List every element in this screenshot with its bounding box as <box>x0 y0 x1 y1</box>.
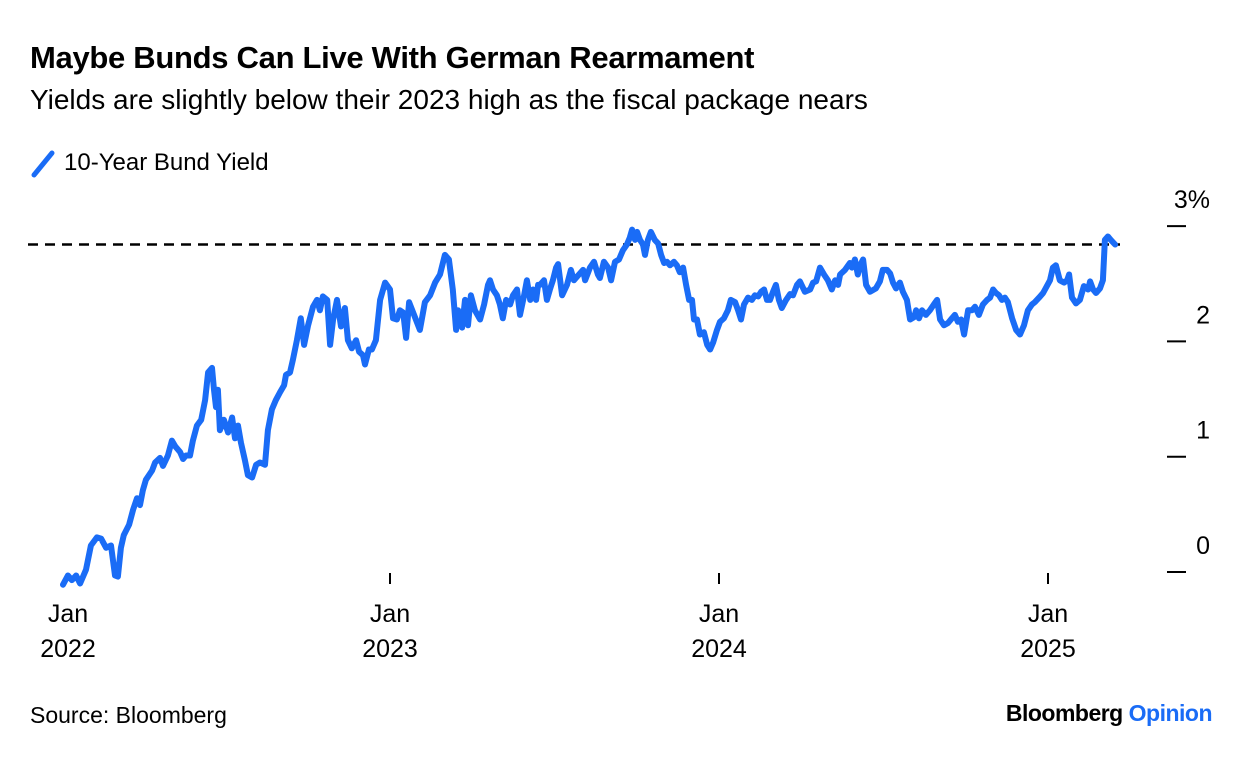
x-tick-label-year: 2025 <box>1020 635 1076 663</box>
y-axis: 3% 2 1 0 <box>1167 186 1210 573</box>
y-tick-label: 0 <box>1196 532 1210 560</box>
x-tick-label-year: 2023 <box>362 635 418 663</box>
x-tick-label-year: 2024 <box>691 635 747 663</box>
x-tick-label-year: 2022 <box>40 635 96 663</box>
x-tick-label-month: Jan <box>699 600 739 628</box>
y-tick-label: 3% <box>1174 186 1210 214</box>
y-tick-label: 1 <box>1196 417 1210 445</box>
legend: 10-Year Bund Yield <box>30 148 269 178</box>
bloomberg-opinion-logo: Bloomberg Opinion <box>1005 700 1213 726</box>
x-tick-label-month: Jan <box>48 600 88 628</box>
legend-line-icon <box>31 150 55 178</box>
x-tick-label-month: Jan <box>370 600 410 628</box>
x-tick-label-month: Jan <box>1028 600 1068 628</box>
y-tick-label: 2 <box>1196 301 1210 329</box>
chart-title: Maybe Bunds Can Live With German Rearmam… <box>30 40 755 75</box>
series-line-bund-yield <box>60 226 1119 588</box>
source-note: Source: Bloomberg <box>30 702 227 728</box>
chart-subtitle: Yields are slightly below their 2023 hig… <box>30 84 868 115</box>
legend-label: 10-Year Bund Yield <box>64 149 269 176</box>
x-axis: Jan 2022 Jan 2023 Jan 2024 Jan 2025 <box>40 573 1076 663</box>
